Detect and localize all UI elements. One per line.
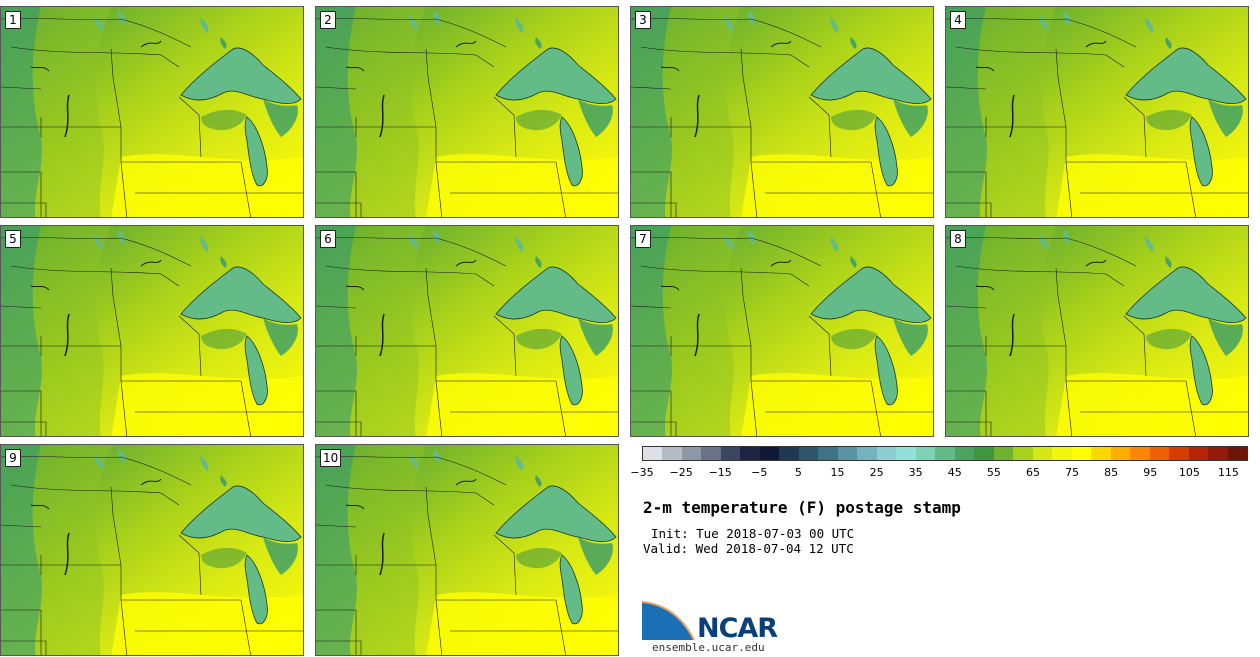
colorbar-segment bbox=[681, 447, 702, 460]
colorbar-segment bbox=[935, 447, 955, 460]
colorbar-segment bbox=[1169, 447, 1189, 460]
colorbar-tick-label: 75 bbox=[1065, 466, 1080, 479]
colorbar-segment bbox=[1208, 447, 1228, 460]
temperature-map bbox=[631, 7, 934, 218]
temperature-map bbox=[1, 7, 304, 218]
colorbar-segment bbox=[1091, 447, 1111, 460]
colorbar-tick-label: −25 bbox=[669, 466, 693, 479]
colorbar-segment bbox=[1227, 447, 1248, 460]
stamp-panel: 6 bbox=[315, 225, 619, 437]
stamp-panel: 4 bbox=[945, 6, 1249, 218]
temperature-map bbox=[316, 7, 619, 218]
member-label: 1 bbox=[5, 11, 21, 29]
init-time: Init: Tue 2018-07-03 00 UTC bbox=[651, 526, 855, 541]
colorbar-segment bbox=[1149, 447, 1170, 460]
colorbar-segment bbox=[1032, 447, 1053, 460]
stamp-panel: 2 bbox=[315, 6, 619, 218]
temperature-map bbox=[1, 445, 304, 656]
colorbar-tick-label: −15 bbox=[708, 466, 732, 479]
colorbar-tick-label: 115 bbox=[1217, 466, 1239, 479]
colorbar-tick-label: −5 bbox=[751, 466, 768, 479]
colorbar-segment bbox=[779, 447, 799, 460]
member-label: 4 bbox=[950, 11, 966, 29]
colorbar-tick-label: 25 bbox=[869, 466, 884, 479]
ncar-logo-icon bbox=[642, 598, 699, 641]
colorbar-segment bbox=[759, 447, 780, 460]
ncar-logo-text: NCAR bbox=[697, 613, 778, 644]
colorbar-segment bbox=[1110, 447, 1131, 460]
colorbar-segment bbox=[740, 447, 760, 460]
temperature-map bbox=[631, 226, 934, 437]
colorbar-segment bbox=[876, 447, 897, 460]
colorbar-segment bbox=[720, 447, 741, 460]
temperature-colorbar bbox=[642, 446, 1248, 461]
stamp-panel: 9 bbox=[0, 444, 304, 656]
stamp-panel: 8 bbox=[945, 225, 1249, 437]
temperature-map bbox=[316, 226, 619, 437]
colorbar-tick-label: 5 bbox=[794, 466, 802, 479]
colorbar-tick-label: 55 bbox=[986, 466, 1001, 479]
colorbar-segment bbox=[993, 447, 1014, 460]
colorbar-segment bbox=[798, 447, 819, 460]
colorbar-segment bbox=[643, 447, 663, 460]
website-url: ensemble.ucar.edu bbox=[652, 641, 765, 654]
stamp-panel: 3 bbox=[630, 6, 934, 218]
colorbar-segment bbox=[857, 447, 877, 460]
member-label: 7 bbox=[635, 230, 651, 248]
temperature-map bbox=[946, 7, 1249, 218]
colorbar-ticks: −35 −25 −15 −5 5 15 25 35 45 55 65 75 85 95 105 115 bbox=[630, 466, 1258, 480]
colorbar-tick-label: 35 bbox=[908, 466, 923, 479]
colorbar-segment bbox=[954, 447, 975, 460]
temperature-map bbox=[1, 226, 304, 437]
colorbar-segment bbox=[701, 447, 721, 460]
colorbar-segment bbox=[974, 447, 994, 460]
temperature-map bbox=[316, 445, 619, 656]
colorbar-tick-label: 65 bbox=[1025, 466, 1040, 479]
colorbar-segment bbox=[662, 447, 682, 460]
colorbar-segment bbox=[818, 447, 838, 460]
colorbar-segment bbox=[1071, 447, 1092, 460]
colorbar-segment bbox=[1052, 447, 1072, 460]
stamp-panel: 7 bbox=[630, 225, 934, 437]
product-title: 2-m temperature (F) postage stamp bbox=[643, 498, 961, 517]
member-label: 2 bbox=[320, 11, 336, 29]
stamp-panel: 5 bbox=[0, 225, 304, 437]
member-label: 3 bbox=[635, 11, 651, 29]
colorbar-segment bbox=[1130, 447, 1150, 460]
member-label: 9 bbox=[5, 449, 21, 467]
colorbar-segment bbox=[1188, 447, 1209, 460]
colorbar-tick-label: 45 bbox=[947, 466, 962, 479]
colorbar-segment bbox=[915, 447, 936, 460]
colorbar-tick-label: 105 bbox=[1178, 466, 1200, 479]
member-label: 5 bbox=[5, 230, 21, 248]
colorbar-tick-label: 15 bbox=[830, 466, 845, 479]
colorbar-tick-label: −35 bbox=[630, 466, 654, 479]
stamp-panel: 10 bbox=[315, 444, 619, 656]
member-label: 10 bbox=[320, 449, 342, 467]
member-label: 8 bbox=[950, 230, 966, 248]
stamp-panel: 1 bbox=[0, 6, 304, 218]
colorbar-tick-label: 85 bbox=[1104, 466, 1119, 479]
member-label: 6 bbox=[320, 230, 336, 248]
valid-time: Valid: Wed 2018-07-04 12 UTC bbox=[643, 541, 854, 556]
colorbar-segment bbox=[896, 447, 916, 460]
colorbar-tick-label: 95 bbox=[1143, 466, 1158, 479]
colorbar-segment bbox=[837, 447, 858, 460]
temperature-map bbox=[946, 226, 1249, 437]
colorbar-segment bbox=[1013, 447, 1033, 460]
